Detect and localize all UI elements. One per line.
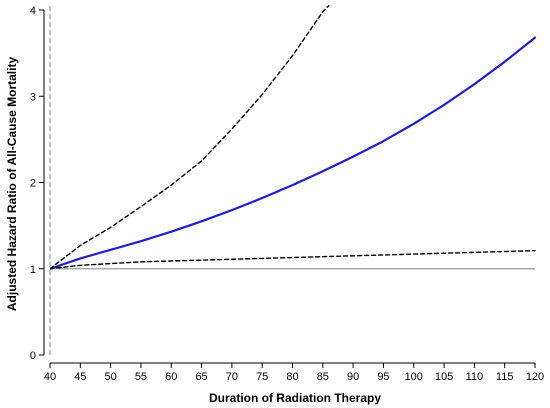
x-tick-label: 85 xyxy=(317,371,329,383)
x-tick-label: 105 xyxy=(435,371,453,383)
x-tick-label: 60 xyxy=(165,371,177,383)
x-tick-label: 90 xyxy=(347,371,359,383)
reference-lines xyxy=(49,6,535,355)
x-tick-label: 100 xyxy=(405,371,423,383)
series-group xyxy=(50,4,537,270)
y-tick-label: 2 xyxy=(30,178,36,190)
tick-labels: 40 45 50 55 60 65 70 75 80 85 90 95 100 105 110 115 120 0… xyxy=(30,5,544,383)
y-axis-title: Adjusted Hazard Ratio of All-Cause Morta… xyxy=(5,57,19,312)
y-tick-label: 4 xyxy=(30,5,36,17)
x-tick-label: 95 xyxy=(377,371,389,383)
x-tick-label: 45 xyxy=(74,371,86,383)
x-axis-title: Duration of Radiation Therapy xyxy=(209,391,381,405)
x-tick-label: 65 xyxy=(195,371,207,383)
series-line-estimate xyxy=(50,36,537,270)
series-line-ci-2 xyxy=(50,249,536,270)
y-tick-label: 3 xyxy=(30,91,36,103)
x-tick-label: 120 xyxy=(526,371,544,383)
x-tick-label: 80 xyxy=(286,371,298,383)
axes xyxy=(39,9,536,368)
series-line-ci-1 xyxy=(50,4,330,270)
x-tick-label: 110 xyxy=(466,371,484,383)
x-tick-label: 70 xyxy=(226,371,238,383)
x-tick-label: 75 xyxy=(256,371,268,383)
y-tick-label: 1 xyxy=(30,264,36,276)
x-tick-label: 115 xyxy=(496,371,514,383)
y-tick-label: 0 xyxy=(30,350,36,362)
x-tick-label: 50 xyxy=(105,371,117,383)
x-tick-label: 40 xyxy=(44,371,56,383)
x-tick-label: 55 xyxy=(135,371,147,383)
